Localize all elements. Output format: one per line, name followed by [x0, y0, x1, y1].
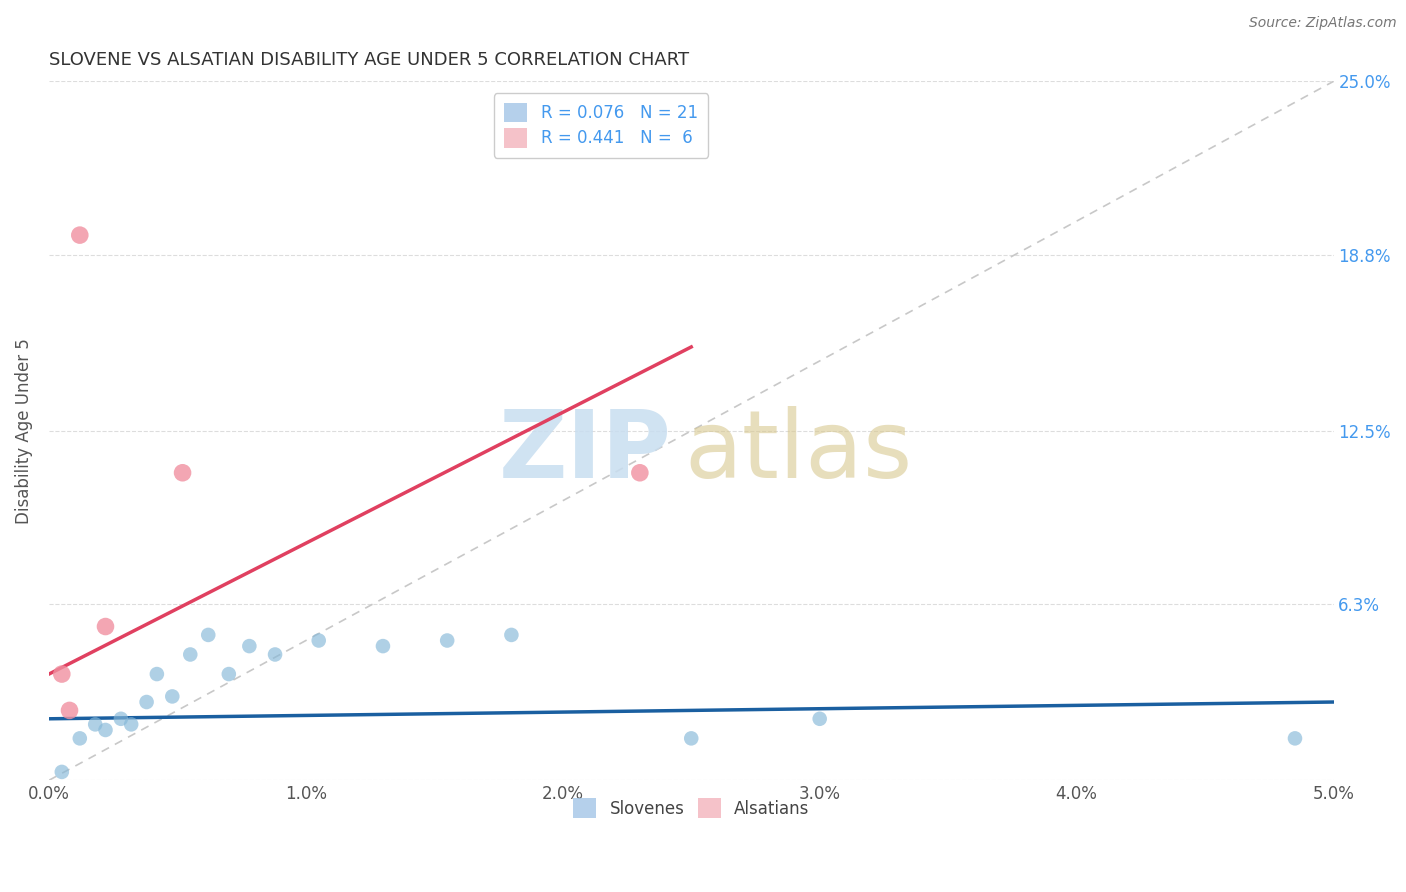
Point — [51, 667, 73, 681]
Point — [58, 703, 80, 717]
Point — [264, 648, 287, 662]
Point — [110, 712, 132, 726]
Point — [146, 667, 169, 681]
Point — [162, 690, 184, 704]
Point — [681, 731, 703, 746]
Point — [69, 228, 91, 243]
Point — [94, 619, 117, 633]
Point — [120, 717, 142, 731]
Point — [69, 731, 91, 746]
Point — [308, 633, 330, 648]
Text: Source: ZipAtlas.com: Source: ZipAtlas.com — [1249, 16, 1396, 30]
Point — [135, 695, 157, 709]
Legend: Slovenes, Alsatians: Slovenes, Alsatians — [567, 792, 817, 824]
Text: ZIP: ZIP — [499, 406, 672, 498]
Point — [436, 633, 458, 648]
Text: SLOVENE VS ALSATIAN DISABILITY AGE UNDER 5 CORRELATION CHART: SLOVENE VS ALSATIAN DISABILITY AGE UNDER… — [49, 51, 689, 69]
Point — [94, 723, 117, 737]
Y-axis label: Disability Age Under 5: Disability Age Under 5 — [15, 338, 32, 524]
Point — [371, 639, 394, 653]
Point — [628, 466, 651, 480]
Point — [51, 764, 73, 779]
Point — [238, 639, 260, 653]
Point — [1284, 731, 1306, 746]
Point — [808, 712, 831, 726]
Point — [218, 667, 240, 681]
Point — [197, 628, 219, 642]
Point — [179, 648, 201, 662]
Point — [172, 466, 194, 480]
Text: atlas: atlas — [685, 406, 912, 498]
Point — [84, 717, 107, 731]
Point — [501, 628, 523, 642]
